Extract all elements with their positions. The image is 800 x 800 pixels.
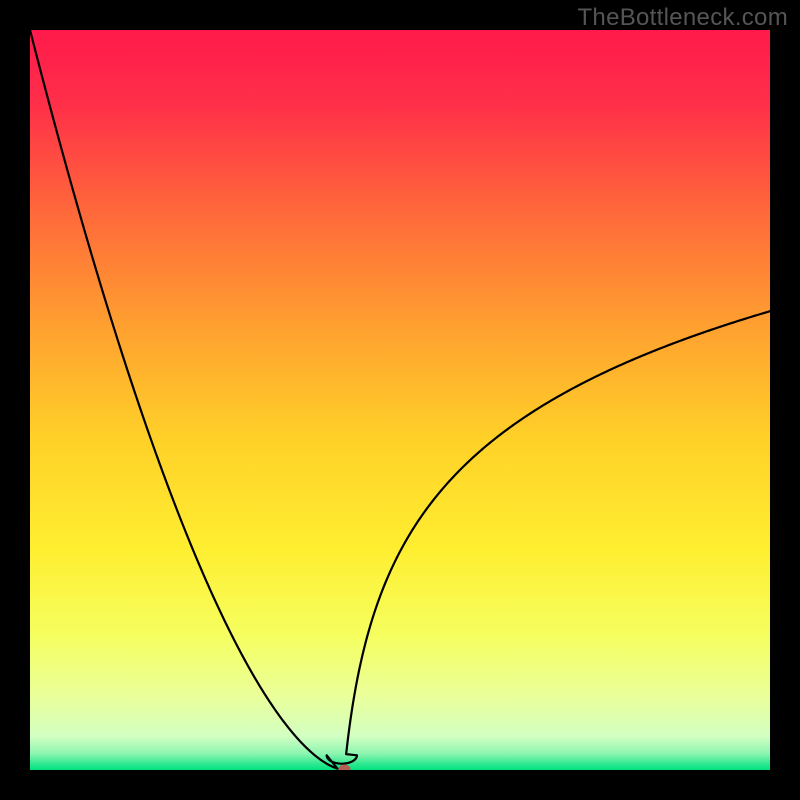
plot-svg [30,30,770,770]
chart-frame: TheBottleneck.com [0,0,800,800]
watermark-text: TheBottleneck.com [577,4,788,32]
bottleneck-plot [30,30,770,770]
gradient-background [30,30,770,770]
